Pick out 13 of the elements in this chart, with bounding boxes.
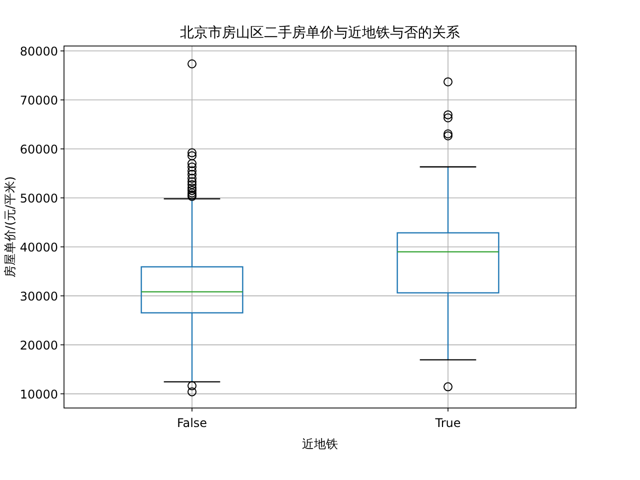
y-tick-label: 50000 xyxy=(20,191,58,206)
y-tick-label: 80000 xyxy=(20,44,58,58)
x-tick-label: False xyxy=(176,416,208,430)
x-axis-title: 近地铁 xyxy=(302,437,338,451)
y-tick-label: 70000 xyxy=(20,93,58,108)
y-tick-label: 30000 xyxy=(20,289,58,304)
x-tick-label: True xyxy=(434,416,461,430)
y-tick-label: 20000 xyxy=(20,338,58,352)
y-tick-label: 10000 xyxy=(20,387,58,402)
y-axis-title: 房屋单价/(元/平米) xyxy=(3,176,17,278)
y-tick-label: 40000 xyxy=(20,240,58,254)
chart-title: 北京市房山区二手房单价与近地铁与否的关系 xyxy=(180,25,460,41)
y-tick-label: 60000 xyxy=(20,142,58,156)
